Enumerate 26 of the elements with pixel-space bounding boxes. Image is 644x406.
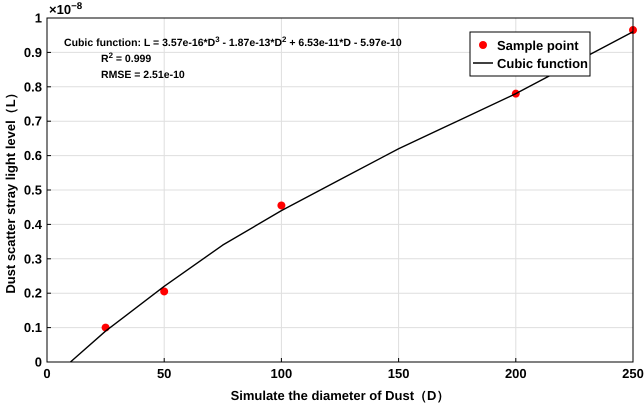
y-tick-label: 0.4 xyxy=(24,216,43,232)
y-tick-label: 0.9 xyxy=(24,44,42,60)
x-tick-label: 50 xyxy=(156,366,172,381)
legend-label: Cubic function xyxy=(497,56,588,71)
annotation: RMSE = 2.51e-10 xyxy=(101,69,185,81)
y-tick-label: 1 xyxy=(34,10,42,26)
y-tick-label: 0.8 xyxy=(24,79,42,94)
annotation: R$^{2}$ = 0.999 xyxy=(101,50,152,65)
y-axis-title: Dust scatter stray light level（L） xyxy=(3,86,18,294)
y-tick-label: 0.7 xyxy=(24,114,42,129)
text: ×10$^{−8}$ xyxy=(49,0,83,17)
annotation: Cubic function: L = 3.57e-16*D$^{3}$ - 1.87e-13*D$^{2}$ + 6.53e-11*D - 5.97e-10 xyxy=(64,34,402,49)
y-tick-label: 0.5 xyxy=(24,182,42,198)
x-tick-label: 200 xyxy=(504,366,527,381)
x-axis-title: Simulate the diameter of Dust（D） xyxy=(230,388,450,403)
x-tick-label: 100 xyxy=(270,366,292,381)
y-tick-label: 0.6 xyxy=(24,148,42,164)
point xyxy=(160,287,168,296)
y-tick-label: 0 xyxy=(34,354,42,370)
point xyxy=(277,201,286,210)
legend-label: Sample point xyxy=(497,38,580,53)
x-tick-label: 250 xyxy=(622,366,644,381)
y-tick-label: 0.2 xyxy=(24,286,42,301)
x-tick-label: 150 xyxy=(388,366,410,381)
y-tick-label: 0.3 xyxy=(24,251,42,266)
y-tick-label: 0.1 xyxy=(24,320,42,336)
